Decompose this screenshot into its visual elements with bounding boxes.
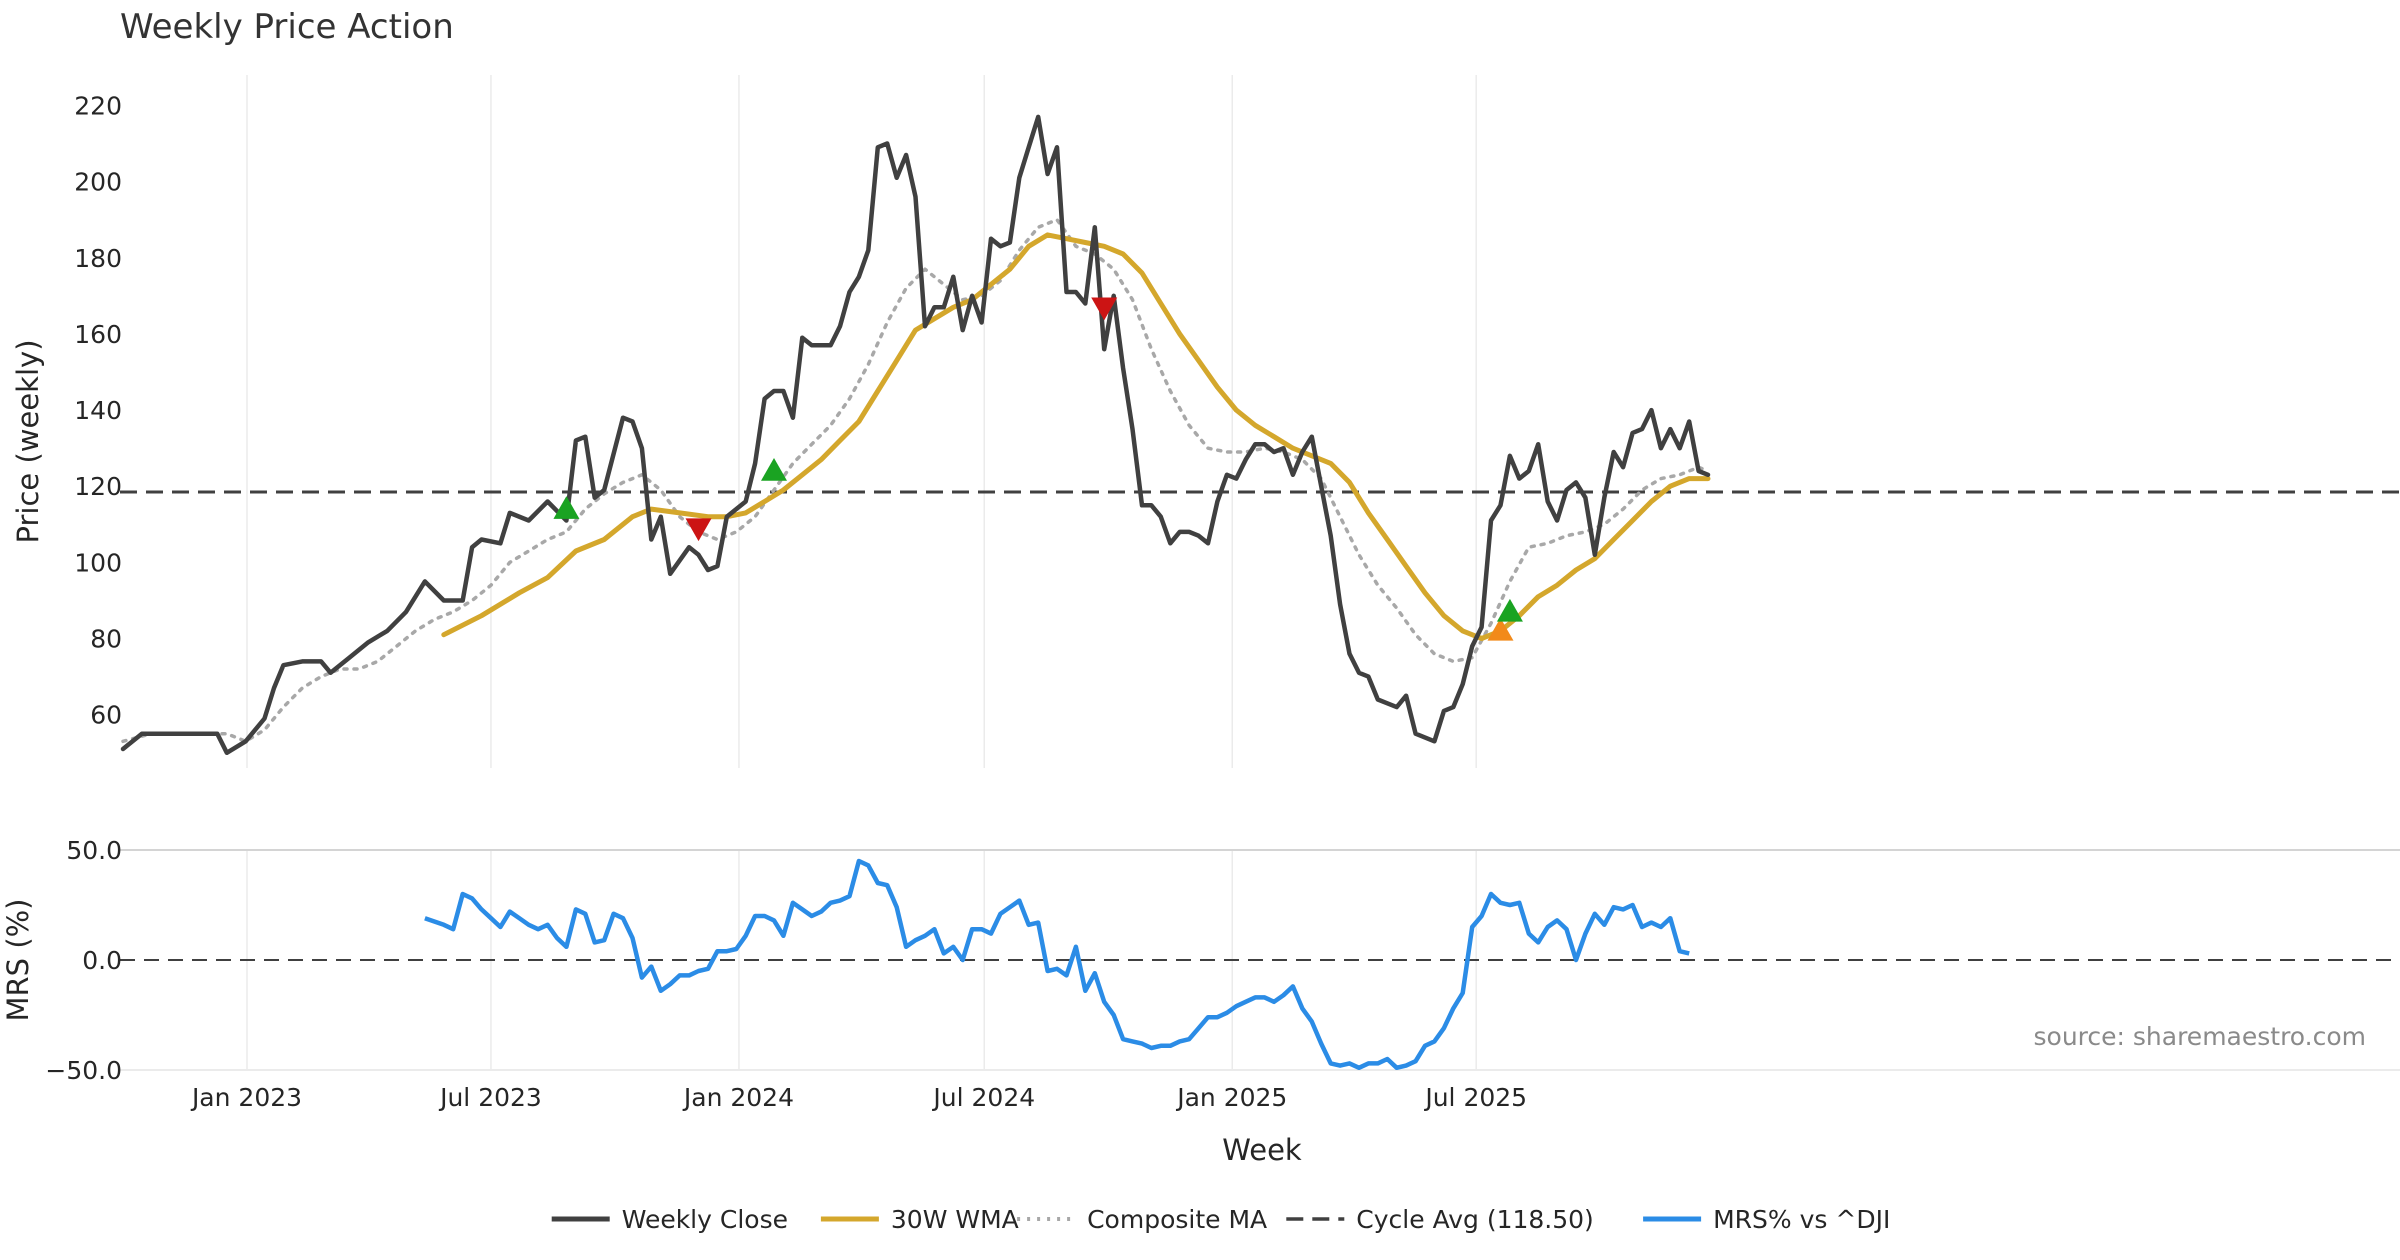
price-y-axis-label: Price (weekly): [11, 339, 45, 543]
price-y-tick-180: 180: [74, 244, 122, 273]
price-y-tick-140: 140: [74, 396, 122, 425]
x-tick-jan-2023: Jan 2023: [190, 1083, 302, 1112]
sell-marker-1: [685, 518, 712, 542]
legend-label-weekly-close: Weekly Close: [622, 1205, 788, 1234]
mrs-line: [424, 858, 1690, 1071]
legend: Weekly Close 30W WMA Composite MA Cycle Avg…: [551, 1205, 1890, 1234]
price-y-tick-100: 100: [74, 548, 122, 577]
price-y-tick-120: 120: [74, 472, 122, 501]
mrs-y-ticks: 50.0 0.0 −50.0: [45, 836, 122, 1085]
legend-item-composite-ma: Composite MA: [1017, 1205, 1267, 1234]
composite-ma-line: [121, 217, 1710, 744]
price-y-tick-80: 80: [90, 625, 122, 654]
price-series: [120, 114, 1711, 756]
x-tick-jan-2024: Jan 2024: [682, 1083, 794, 1112]
x-tick-jan-2025: Jan 2025: [1175, 1083, 1287, 1112]
price-y-tick-220: 220: [74, 91, 122, 120]
source-annotation: source: sharemaestro.com: [2034, 1022, 2367, 1051]
legend-label-30w-wma: 30W WMA: [891, 1205, 1019, 1234]
mrs-panel-frame: [120, 849, 2400, 1071]
buy-marker-4: [1487, 617, 1514, 641]
mrs-y-tick-1: 0.0: [82, 946, 122, 975]
buy-marker-2: [761, 458, 787, 481]
mrs-y-axis-label: MRS (%): [1, 899, 35, 1022]
buy-marker-5: [1496, 598, 1523, 622]
price-y-tick-200: 200: [74, 168, 122, 197]
mrs-y-tick-0: 50.0: [66, 836, 122, 865]
signal-markers: [553, 297, 1523, 641]
buy-marker-0: [553, 496, 580, 519]
price-y-tick-160: 160: [74, 320, 122, 349]
legend-item-30w-wma: 30W WMA: [820, 1205, 1019, 1234]
legend-label-composite-ma: Composite MA: [1087, 1205, 1267, 1234]
legend-label-mrs-vs-dji: MRS% vs ^DJI: [1713, 1205, 1890, 1234]
x-tick-jul-2023: Jul 2023: [438, 1083, 542, 1112]
legend-item-mrs-vs-dji: MRS% vs ^DJI: [1643, 1205, 1890, 1234]
mrs-series: [424, 858, 1690, 1071]
x-tick-jul-2025: Jul 2025: [1423, 1083, 1527, 1112]
chart-title: Weekly Price Action: [120, 7, 454, 47]
legend-item-weekly-close: Weekly Close: [551, 1205, 788, 1234]
x-axis-ticks: Jan 2023 Jul 2023 Jan 2024 Jul 2024 Jan 2025…: [190, 1083, 1527, 1112]
vertical-gridlines: [246, 75, 1477, 1070]
legend-label-cycle-avg-118-50: Cycle Avg (118.50): [1356, 1205, 1594, 1234]
sell-marker-3: [1091, 297, 1118, 321]
price-y-tick-60: 60: [90, 701, 122, 730]
mrs-y-tick-2: −50.0: [45, 1056, 122, 1085]
price-y-ticks: 60 80 100 120 140 160 180 200 220: [74, 91, 122, 729]
legend-item-cycle-avg-118-50: Cycle Avg (118.50): [1286, 1205, 1594, 1234]
x-tick-jul-2024: Jul 2024: [931, 1083, 1035, 1112]
weekly-close-line: [120, 114, 1711, 756]
x-axis-label: Week: [1222, 1133, 1302, 1167]
